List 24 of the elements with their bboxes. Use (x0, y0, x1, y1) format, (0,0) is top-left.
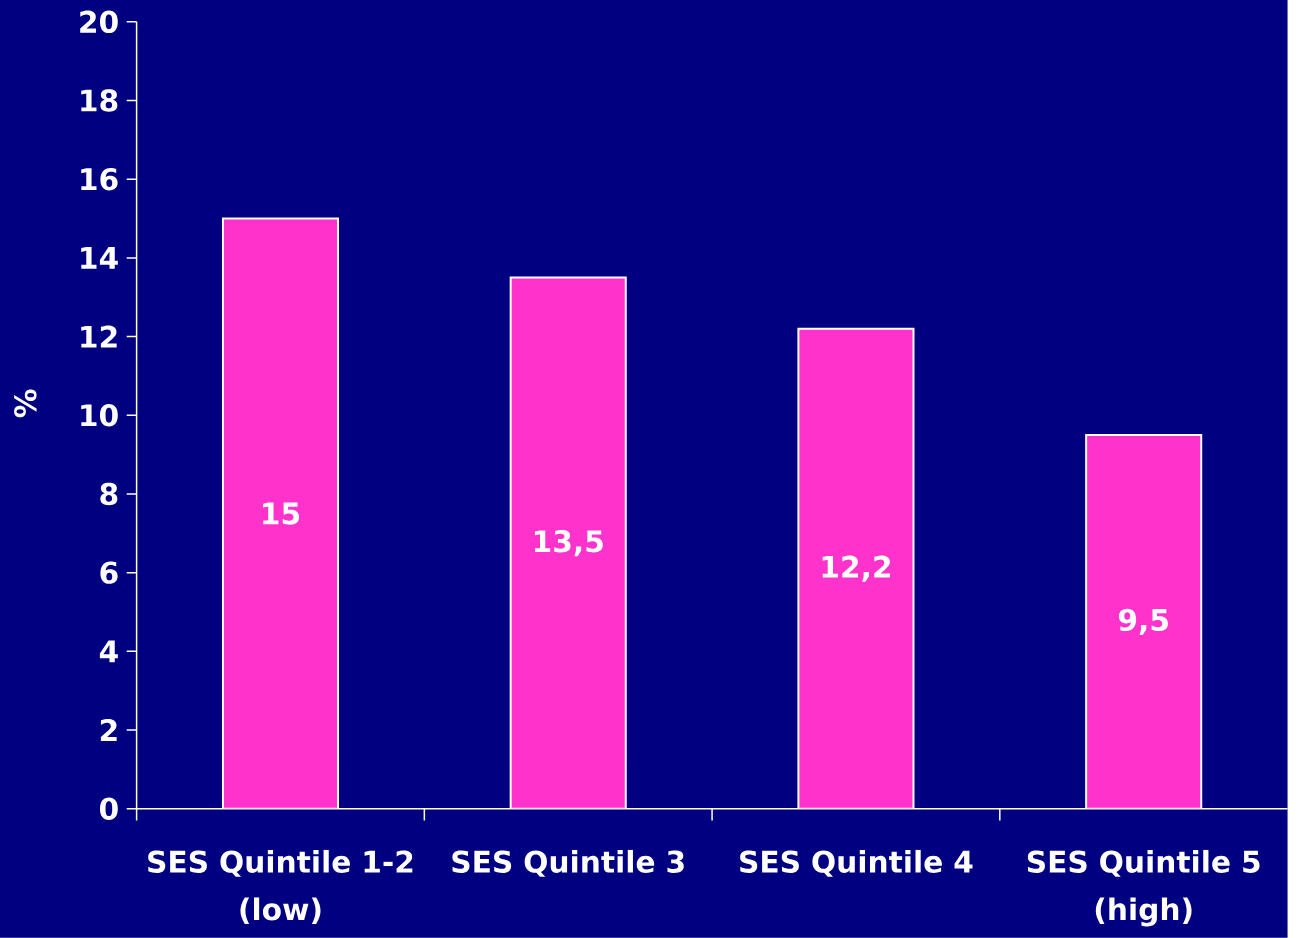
x-tick-label: SES Quintile 3 (452, 850, 684, 877)
y-tick-label: 2 (100, 719, 117, 742)
y-axis-title: % (14, 389, 37, 418)
y-tick-label: 10 (81, 404, 118, 427)
y-tick-label: 4 (99, 640, 118, 663)
y-tick-label: 14 (81, 247, 118, 269)
bar (1085, 434, 1203, 809)
bar (221, 217, 340, 809)
y-tick-label: 6 (100, 561, 118, 584)
bar (797, 327, 915, 809)
x-tick-label: SES Quintile 5 (high) (1027, 850, 1260, 927)
y-tick-label: 18 (81, 89, 118, 112)
y-tick-label: 0 (99, 797, 118, 820)
x-tick-label: SES Quintile 4 (740, 850, 973, 877)
bar (509, 276, 627, 809)
data-label: 12,2 (822, 555, 891, 582)
data-label: 9,5 (1118, 608, 1168, 635)
y-tick-label: 16 (81, 168, 118, 191)
data-label: 13,5 (534, 530, 603, 557)
y-tick-label: 12 (81, 325, 117, 348)
y-tick-label: 8 (100, 482, 118, 506)
x-tick-label: SES Quintile 1-2 (low) (148, 850, 413, 924)
data-label: 15 (263, 502, 300, 525)
y-tick-label: 20 (80, 10, 118, 34)
